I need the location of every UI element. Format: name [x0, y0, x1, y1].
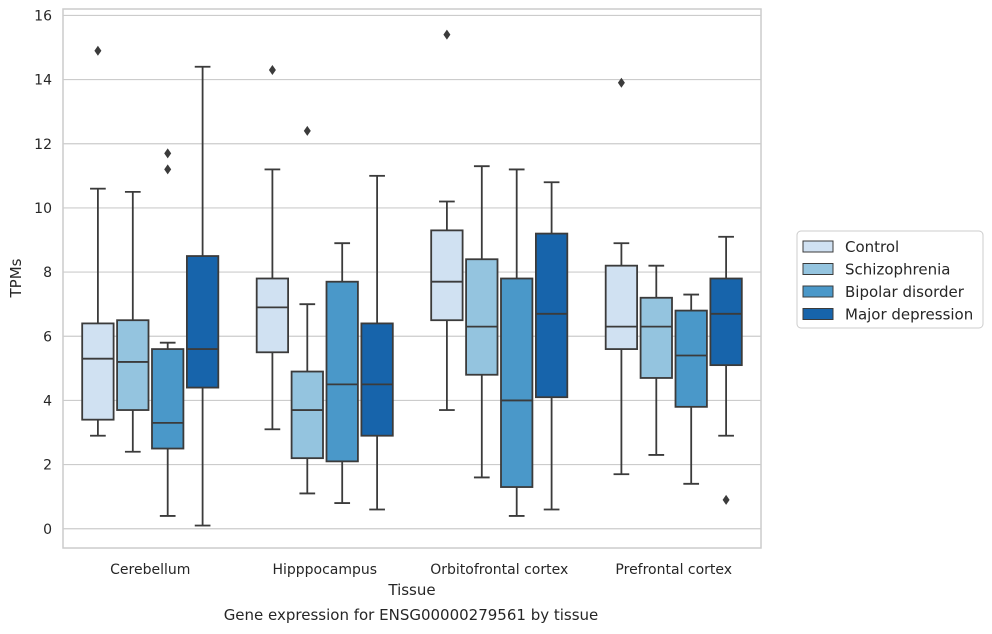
y-tick-label: 16	[34, 8, 52, 24]
x-tick-label: Cerebellum	[110, 562, 190, 578]
outlier-point	[443, 29, 451, 40]
y-tick-label: 4	[43, 393, 52, 409]
box-schizophrenia	[639, 264, 673, 456]
box-major-depression	[709, 235, 743, 505]
box-iqr	[81, 322, 115, 421]
outlier-point	[722, 494, 730, 505]
box-major-depression	[360, 174, 394, 511]
legend-swatch	[802, 240, 834, 253]
y-tick-label: 6	[43, 329, 52, 345]
legend-swatch	[802, 308, 834, 320]
legend-swatch	[802, 285, 834, 298]
y-axis-label: TPMs	[7, 258, 25, 298]
box-iqr	[604, 264, 639, 350]
x-axis-label: Tissue	[387, 581, 435, 599]
y-tick-label: 2	[43, 458, 52, 474]
outlier-point	[164, 164, 172, 175]
x-axis-ticks: Cerebellum Hipppocampus Orbitofrontal cort…	[110, 562, 732, 578]
box-major-depression	[185, 65, 220, 527]
y-tick-label: 8	[43, 265, 52, 281]
x-tick-label: Orbitofrontal cortex	[430, 562, 568, 578]
box-iqr	[639, 296, 673, 379]
outlier-point	[164, 148, 172, 159]
box-iqr	[151, 348, 185, 450]
outlier-point	[617, 77, 625, 88]
box-control	[255, 64, 290, 431]
chart-caption: Gene expression for ENSG00000279561 by t…	[223, 606, 599, 624]
box-iqr	[709, 277, 743, 367]
box-control	[604, 77, 639, 476]
box-iqr	[360, 322, 394, 437]
box-bipolar-disorder	[151, 148, 185, 517]
box-schizophrenia	[465, 165, 499, 479]
box-control	[81, 45, 115, 437]
box-iqr	[185, 255, 220, 389]
box-iqr	[255, 277, 290, 354]
legend-label: Bipolar disorder	[845, 283, 965, 301]
box-bipolar-disorder	[674, 293, 708, 485]
legend-frame	[796, 230, 984, 329]
box-bipolar-disorder	[325, 242, 359, 504]
boxes-layer	[81, 29, 743, 527]
plot-frame	[62, 8, 762, 549]
box-iqr	[534, 232, 569, 399]
box-control	[430, 29, 464, 411]
legend-label: Control	[845, 238, 899, 256]
box-iqr	[465, 258, 499, 376]
y-tick-label: 10	[34, 201, 52, 217]
box-major-depression	[534, 181, 569, 511]
box-iqr	[500, 277, 534, 488]
outlier-point	[303, 125, 311, 136]
box-bipolar-disorder	[500, 168, 534, 517]
box-iqr	[430, 229, 464, 322]
legend-swatch	[802, 263, 834, 275]
box-iqr	[325, 280, 359, 463]
box-iqr	[674, 309, 708, 408]
y-tick-label: 0	[43, 522, 52, 538]
box-schizophrenia	[290, 125, 324, 495]
box-iqr	[116, 319, 150, 411]
legend-label: Schizophrenia	[845, 261, 950, 279]
outlier-point	[268, 64, 276, 75]
box-schizophrenia	[116, 190, 150, 453]
y-tick-label: 12	[34, 137, 52, 153]
box-iqr	[290, 370, 324, 460]
outlier-point	[94, 45, 102, 56]
x-tick-label: Hipppocampus	[272, 562, 377, 578]
y-tick-label: 14	[34, 73, 52, 89]
legend-label: Major depression	[845, 306, 973, 324]
x-tick-label: Prefrontal cortex	[615, 562, 732, 578]
legend: Control Schizophrenia Bipolar disorder Majo…	[796, 230, 984, 329]
y-axis-ticks: 0 2 4 6 8 10 12 14 16	[34, 8, 52, 537]
